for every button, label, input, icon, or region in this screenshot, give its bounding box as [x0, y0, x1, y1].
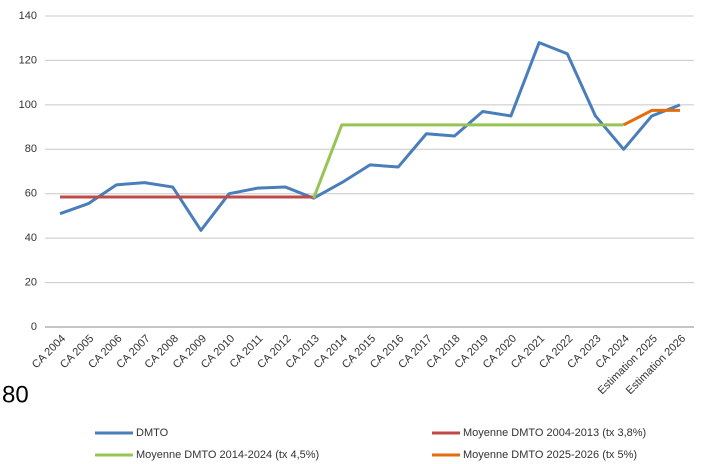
legend-label: Moyenne DMTO 2025-2026 (tx 5%) — [463, 449, 637, 461]
legend-label: DMTO — [136, 427, 169, 439]
line-series — [59, 41, 681, 232]
y-tick-label: 20 — [25, 276, 37, 288]
y-tick-label: 40 — [25, 232, 37, 244]
y-tick-label: 140 — [19, 10, 37, 22]
y-tick-label: 60 — [25, 188, 37, 200]
y-tick-label: 80 — [25, 143, 37, 155]
legend-label: Moyenne DMTO 2004-2013 (tx 3,8%) — [463, 427, 646, 439]
y-tick-label: 0 — [31, 321, 37, 333]
annotation: 80 — [2, 381, 29, 408]
line-series — [622, 108, 680, 127]
y-tick-label: 100 — [19, 99, 37, 111]
line-series — [312, 123, 624, 199]
legend-label: Moyenne DMTO 2014-2024 (tx 4,5%) — [136, 449, 319, 461]
y-tick-label: 120 — [19, 54, 37, 66]
